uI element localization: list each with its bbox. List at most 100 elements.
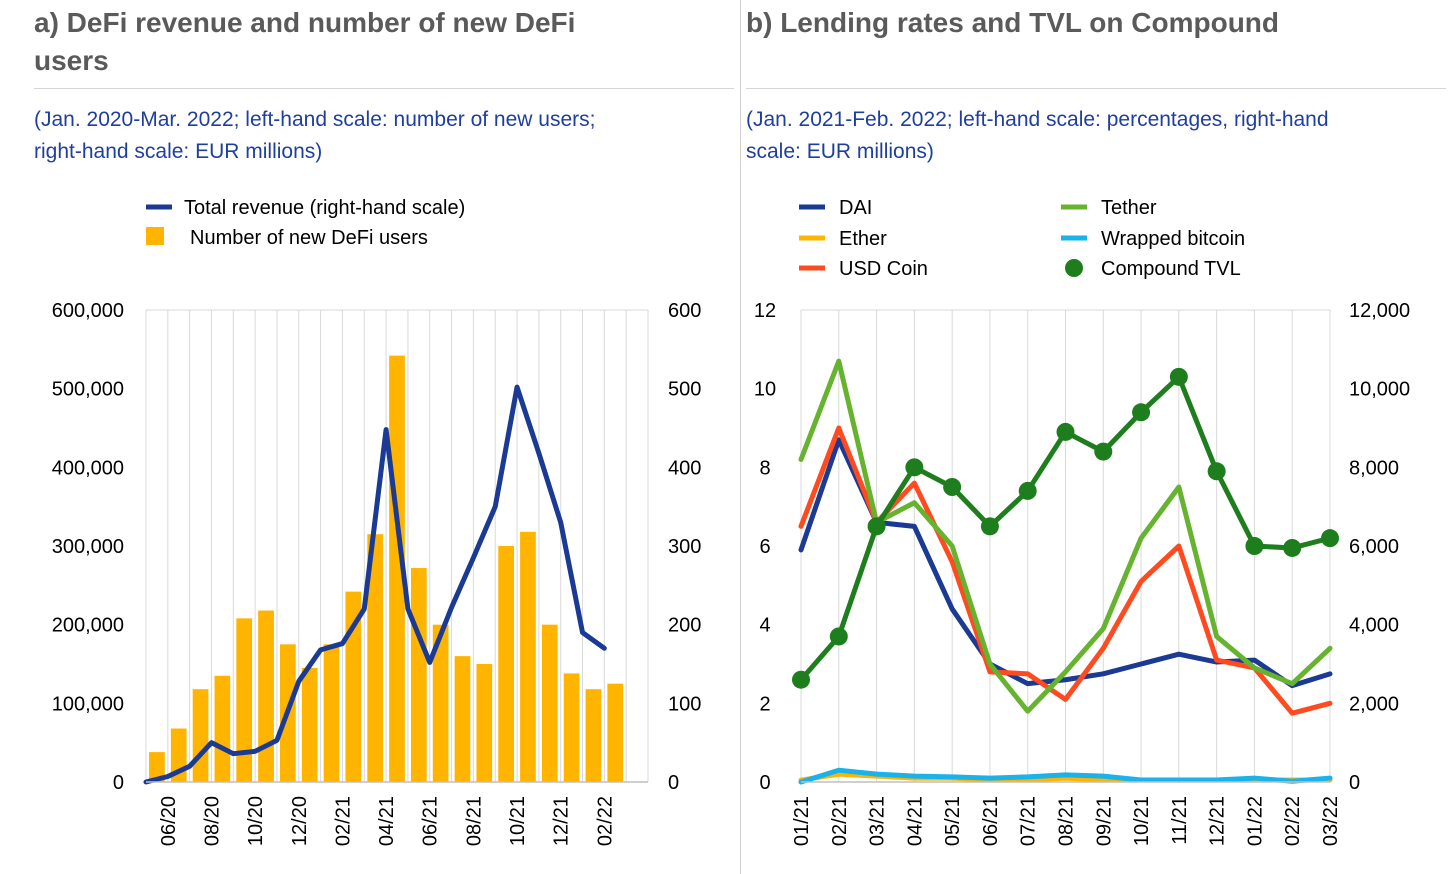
right-tick-label: 0: [668, 772, 679, 794]
bar-new-users: [585, 689, 602, 782]
left-tick-label: 500,000: [52, 379, 124, 401]
bar-new-users: [454, 656, 471, 782]
legend-label-new-users: Number of new DeFi users: [190, 227, 428, 249]
bar-new-users: [258, 610, 274, 782]
left-tick-label: 8: [759, 457, 770, 479]
legend-label-usd-coin: USD Coin: [839, 258, 928, 280]
point-compound-tvl: [1207, 462, 1226, 481]
legend-label-compound-tvl: Compound TVL: [1101, 258, 1241, 280]
x-tick-label: 04/21: [904, 796, 926, 846]
panel-a-subtitle-line2: right-hand scale: EUR millions): [34, 140, 323, 163]
point-compound-tvl: [1094, 442, 1113, 461]
x-tick-label: 08/21: [1056, 796, 1078, 846]
left-tick-label: 4: [759, 615, 770, 637]
right-tick-label: 8,000: [1349, 457, 1399, 479]
point-compound-tvl: [867, 517, 886, 536]
legend-swatch-new-users: [146, 227, 164, 245]
x-tick-label: 07/21: [1018, 796, 1040, 846]
bar-new-users: [301, 667, 318, 782]
x-tick-label: 03/22: [1320, 796, 1342, 846]
legend-label-wrapped-bitcoin: Wrapped bitcoin: [1101, 228, 1245, 250]
bar-new-users: [607, 683, 624, 782]
left-tick-label: 0: [113, 772, 124, 794]
bar-new-users: [149, 752, 165, 782]
series-line-total-revenue: [143, 384, 607, 785]
x-tick-label: 10/21: [507, 796, 529, 846]
bar-new-users: [410, 568, 427, 782]
chart-b-lending-rates: 0 2 4 6 8 10 12 0 2,000 4,000 6,000 8,000 10,000 12,0…: [754, 197, 1410, 846]
bar-new-users: [323, 644, 340, 782]
panel-b-subtitle: (Jan. 2021-Feb. 2022; left-hand scale: p…: [746, 104, 1329, 168]
x-tick-label: 03/21: [867, 796, 889, 846]
left-tick-label: 0: [759, 772, 770, 794]
x-tick-label: 10/20: [245, 796, 267, 846]
x-tick-label: 08/21: [463, 796, 485, 846]
x-tick-label: 11/21: [1169, 796, 1191, 845]
point-compound-tvl: [1132, 403, 1151, 422]
right-tick-label: 12,000: [1349, 300, 1410, 322]
right-tick-label: 400: [668, 457, 701, 479]
bar-new-users: [476, 664, 493, 782]
point-compound-tvl: [1321, 529, 1339, 548]
point-compound-tvl: [1169, 367, 1188, 386]
series-line-wrapped-bitcoin: [798, 767, 1333, 785]
point-compound-tvl: [943, 478, 962, 496]
left-tick-label: 100,000: [52, 693, 124, 715]
left-tick-label: 6: [759, 536, 770, 558]
right-tick-label: 300: [668, 536, 701, 558]
x-tick-label: 01/22: [1244, 796, 1266, 846]
chart-a-defi-revenue: 0 100,000 200,000 300,000 400,000 500,000 600,…: [52, 197, 702, 846]
x-tick-label: 02/21: [332, 796, 354, 846]
x-tick-label: 08/20: [201, 796, 223, 846]
point-compound-tvl: [905, 458, 924, 477]
x-tick-label: 02/22: [1282, 796, 1304, 846]
right-tick-label: 6,000: [1349, 536, 1399, 558]
chart-b-legend: DAI Ether USD Coin Tether Wrapped bitcoin Com…: [799, 197, 1245, 280]
x-tick-label: 10/21: [1131, 796, 1153, 846]
x-tick-label: 02/21: [829, 796, 851, 846]
right-tick-label: 0: [1349, 772, 1360, 794]
panel-b-subtitle-line2: scale: EUR millions): [746, 140, 934, 163]
x-tick-label: 09/21: [1093, 796, 1115, 846]
bar-new-users: [345, 591, 362, 782]
legend-label-total-revenue: Total revenue (right-hand scale): [184, 197, 465, 219]
panel-divider: [740, 0, 741, 874]
left-tick-label: 300,000: [52, 536, 124, 558]
left-tick-label: 400,000: [52, 457, 124, 479]
panel-b-title: b) Lending rates and TVL on Compound: [746, 4, 1279, 42]
x-tick-label: 12/21: [551, 796, 573, 846]
legend-label-dai: DAI: [839, 197, 872, 219]
panel-a-title-line1: a) DeFi revenue and number of new DeFi: [34, 7, 576, 38]
bar-new-users: [432, 624, 449, 782]
panel-a-title-line2: users: [34, 45, 109, 76]
panel-b-title-line1: b) Lending rates and TVL on Compound: [746, 7, 1280, 38]
right-tick-label: 500: [668, 379, 701, 401]
x-tick-label: 12/20: [289, 796, 311, 846]
bar-new-users: [367, 534, 384, 782]
left-tick-label: 2: [759, 693, 770, 715]
point-compound-tvl: [1056, 422, 1075, 441]
panel-b-subtitle-line1: (Jan. 2021-Feb. 2022; left-hand scale: p…: [746, 108, 1329, 131]
panel-b-separator: [746, 88, 1446, 89]
x-tick-label: 01/21: [791, 796, 813, 846]
left-tick-label: 200,000: [52, 615, 124, 637]
point-compound-tvl: [829, 627, 848, 646]
panel-a-title: a) DeFi revenue and number of new DeFi u…: [34, 4, 575, 80]
bar-new-users: [214, 675, 231, 782]
panel-a-subtitle-line1: (Jan. 2020-Mar. 2022; left-hand scale: n…: [34, 108, 596, 131]
left-tick-label: 10: [754, 379, 776, 401]
x-tick-label: 06/20: [158, 796, 180, 846]
right-tick-label: 200: [668, 615, 701, 637]
x-tick-label: 06/21: [980, 796, 1002, 846]
bar-new-users: [541, 624, 558, 782]
x-tick-label: 05/21: [942, 796, 964, 846]
point-compound-tvl: [1018, 481, 1037, 500]
x-tick-label: 04/21: [376, 796, 398, 846]
legend-label-ether: Ether: [839, 228, 887, 250]
series-line-dai: [798, 437, 1333, 689]
right-tick-label: 2,000: [1349, 693, 1399, 715]
left-tick-label: 600,000: [52, 300, 124, 322]
left-tick-label: 12: [754, 300, 776, 322]
x-tick-label: 02/22: [594, 796, 616, 846]
panel-a-subtitle: (Jan. 2020-Mar. 2022; left-hand scale: n…: [34, 104, 595, 168]
